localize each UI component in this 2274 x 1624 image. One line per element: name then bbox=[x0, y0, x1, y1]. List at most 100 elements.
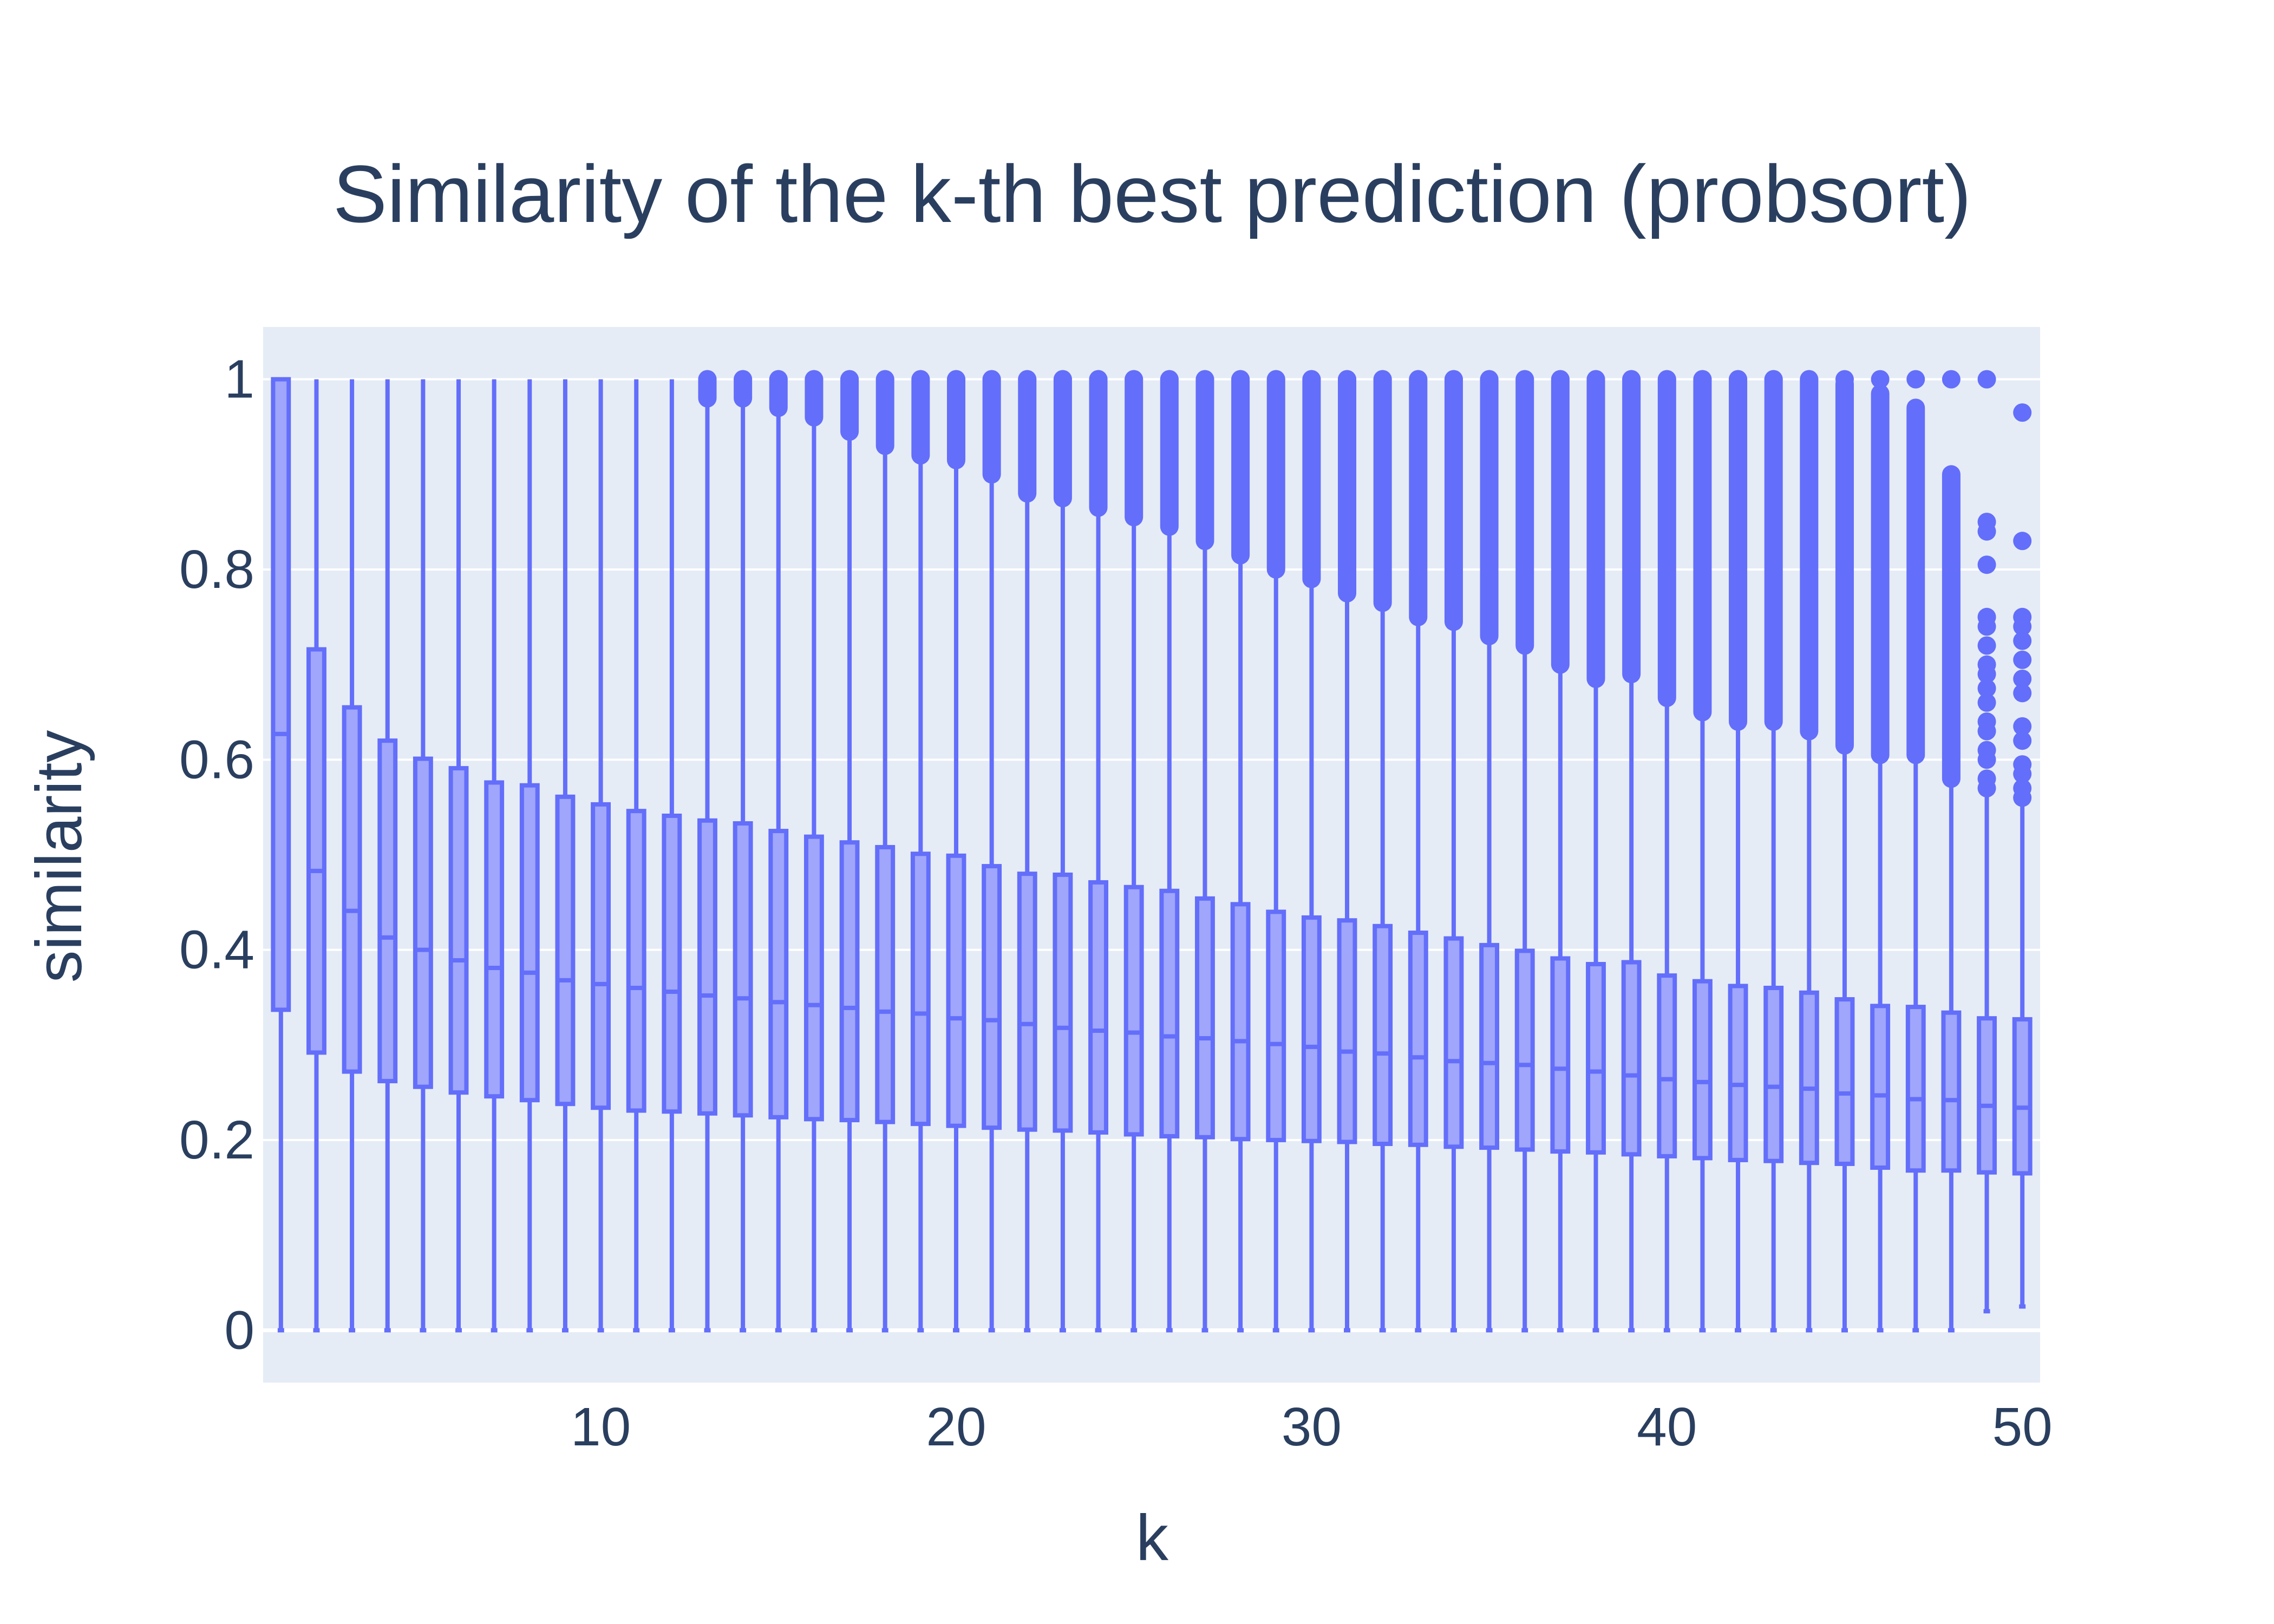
outlier-cluster bbox=[1053, 370, 1072, 508]
box bbox=[982, 864, 1002, 1130]
y-tick-label: 0.4 bbox=[179, 920, 254, 980]
outlier-point bbox=[1409, 370, 1428, 389]
outlier-cluster bbox=[1444, 370, 1463, 631]
x-axis-label: k bbox=[1136, 1502, 1169, 1574]
x-tick-label: 40 bbox=[1637, 1397, 1697, 1457]
outlier-point bbox=[911, 370, 930, 389]
outlier-point bbox=[2013, 617, 2032, 636]
y-tick-label: 0.8 bbox=[179, 539, 254, 600]
box bbox=[662, 813, 682, 1114]
outlier-cluster bbox=[1693, 370, 1712, 722]
outlier-cluster bbox=[1195, 370, 1214, 551]
outlier-point bbox=[2013, 788, 2032, 807]
outlier-point bbox=[1977, 665, 1996, 684]
outlier-point bbox=[1835, 370, 1854, 389]
outlier-cluster bbox=[1942, 465, 1961, 788]
x-tick-label: 20 bbox=[926, 1397, 986, 1457]
outlier-point bbox=[1657, 370, 1676, 389]
outlier-point bbox=[1977, 693, 1996, 712]
outlier-point bbox=[1515, 370, 1534, 389]
outlier-cluster bbox=[1729, 370, 1748, 731]
outlier-point bbox=[2013, 717, 2032, 736]
box bbox=[1657, 973, 1677, 1158]
outlier-point bbox=[1942, 370, 1961, 389]
box bbox=[484, 780, 505, 1099]
outlier-point bbox=[1125, 370, 1143, 389]
outlier-point bbox=[1444, 370, 1463, 389]
box bbox=[1159, 888, 1180, 1138]
box bbox=[1728, 984, 1748, 1162]
box bbox=[377, 738, 398, 1084]
outlier-cluster bbox=[1125, 370, 1143, 527]
box bbox=[1195, 896, 1215, 1140]
outlier-point bbox=[1800, 370, 1819, 389]
box bbox=[1230, 902, 1251, 1142]
box bbox=[1799, 990, 1819, 1165]
outlier-cluster bbox=[1622, 370, 1641, 684]
outlier-point bbox=[2013, 684, 2032, 703]
box bbox=[839, 840, 860, 1123]
outlier-cluster bbox=[840, 370, 859, 441]
box bbox=[1586, 962, 1606, 1155]
box bbox=[1123, 885, 1144, 1137]
outlier-cluster bbox=[1515, 370, 1534, 655]
outlier-point bbox=[1586, 370, 1605, 389]
outlier-cluster bbox=[1835, 375, 1854, 755]
outlier-point bbox=[1977, 522, 1996, 541]
box bbox=[1408, 931, 1428, 1147]
outlier-point bbox=[1231, 370, 1250, 389]
outlier-point bbox=[2013, 764, 2032, 783]
outlier-point bbox=[1018, 370, 1037, 389]
outlier-cluster bbox=[982, 370, 1001, 484]
outlier-point bbox=[2013, 670, 2032, 688]
box bbox=[271, 377, 291, 1012]
box bbox=[1017, 872, 1037, 1132]
outlier-point bbox=[1906, 370, 1925, 389]
outlier-point bbox=[1977, 555, 1996, 574]
box bbox=[1443, 936, 1464, 1149]
y-tick-labels: 0 0.2 0.4 0.6 0.8 1 bbox=[179, 349, 254, 1361]
chart-title: Similarity of the k-th best prediction (… bbox=[333, 148, 1971, 239]
box bbox=[1941, 1010, 1962, 1173]
outlier-point bbox=[840, 370, 859, 389]
outliers bbox=[698, 370, 2032, 807]
outlier-cluster bbox=[1586, 370, 1605, 688]
outlier-point bbox=[1480, 370, 1499, 389]
box bbox=[1301, 915, 1322, 1143]
box bbox=[946, 853, 966, 1128]
box bbox=[1550, 956, 1571, 1154]
outlier-cluster bbox=[1480, 370, 1499, 645]
box bbox=[1977, 1016, 1997, 1175]
outlier-cluster bbox=[1338, 370, 1357, 603]
y-tick-label: 0.6 bbox=[179, 729, 254, 790]
outlier-point bbox=[1551, 370, 1570, 389]
outlier-point bbox=[1871, 370, 1890, 389]
box bbox=[413, 756, 433, 1089]
outlier-cluster bbox=[1906, 398, 1925, 764]
outlier-point bbox=[1053, 370, 1072, 389]
outlier-point bbox=[1373, 370, 1392, 389]
outlier-cluster bbox=[1800, 370, 1819, 741]
outlier-point bbox=[1160, 370, 1179, 389]
outlier-cluster bbox=[1089, 370, 1108, 517]
outlier-point bbox=[734, 370, 753, 389]
outlier-point bbox=[769, 370, 788, 389]
box bbox=[448, 766, 469, 1095]
y-tick-label: 1 bbox=[224, 349, 254, 410]
outlier-point bbox=[1302, 370, 1321, 389]
outlier-point bbox=[1977, 636, 1996, 655]
outlier-point bbox=[1266, 370, 1285, 389]
outlier-point bbox=[698, 370, 717, 389]
box bbox=[910, 852, 931, 1127]
boxes bbox=[271, 377, 2033, 1333]
box bbox=[555, 794, 576, 1106]
outlier-point bbox=[2013, 631, 2032, 650]
y-axis-label: similarity bbox=[23, 730, 95, 983]
x-tick-label: 50 bbox=[1992, 1397, 2053, 1457]
outlier-point bbox=[805, 370, 824, 389]
box bbox=[803, 834, 824, 1122]
outlier-cluster bbox=[1018, 370, 1037, 503]
box bbox=[1337, 918, 1357, 1144]
box bbox=[1088, 880, 1108, 1135]
box bbox=[1692, 979, 1713, 1161]
